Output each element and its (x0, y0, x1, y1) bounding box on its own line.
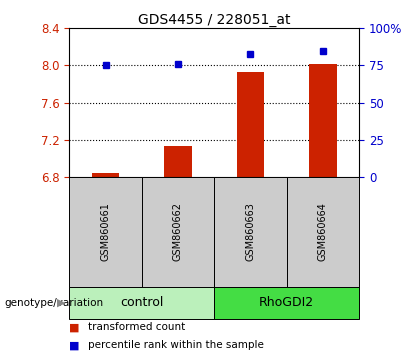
Text: GSM860664: GSM860664 (318, 202, 328, 261)
Text: transformed count: transformed count (88, 322, 186, 332)
Bar (142, 177, 214, 287)
Text: ■: ■ (69, 322, 80, 332)
Bar (214, 287, 359, 319)
Text: GSM860661: GSM860661 (100, 202, 110, 261)
Bar (309, 64, 337, 177)
Bar (164, 146, 192, 177)
Text: ■: ■ (69, 340, 80, 350)
Text: RhoGDI2: RhoGDI2 (259, 296, 314, 309)
Text: ▶: ▶ (57, 298, 65, 308)
Bar (69, 177, 142, 287)
Bar (286, 177, 359, 287)
Title: GDS4455 / 228051_at: GDS4455 / 228051_at (138, 13, 291, 27)
Bar (236, 72, 264, 177)
Bar (214, 177, 286, 287)
Bar (69, 287, 214, 319)
Text: genotype/variation: genotype/variation (4, 298, 103, 308)
Text: percentile rank within the sample: percentile rank within the sample (88, 340, 264, 350)
Text: GSM860662: GSM860662 (173, 202, 183, 261)
Text: control: control (120, 296, 163, 309)
Text: GSM860663: GSM860663 (245, 202, 255, 261)
Bar (92, 173, 119, 177)
